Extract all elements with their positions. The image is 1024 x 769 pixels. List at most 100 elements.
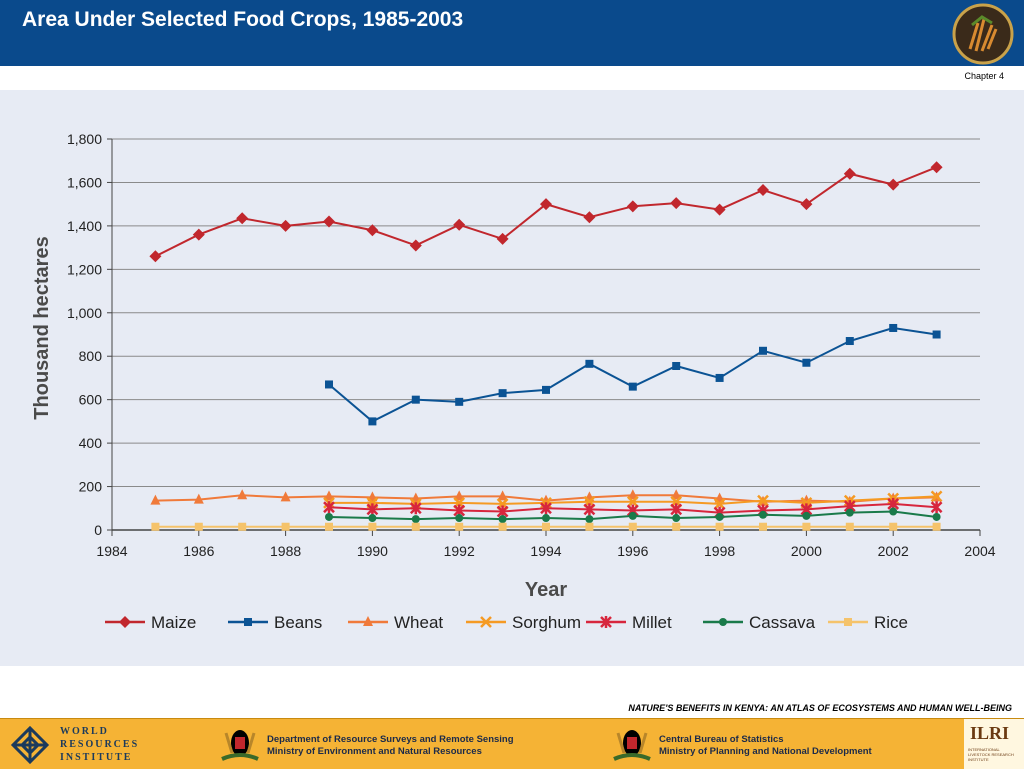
data-point xyxy=(455,397,464,406)
y-tick-label: 1,400 xyxy=(67,218,102,234)
data-point xyxy=(759,346,767,355)
data-point xyxy=(930,161,943,174)
y-tick-label: 0 xyxy=(94,522,102,538)
legend-marker xyxy=(480,616,492,628)
data-point xyxy=(713,203,726,216)
series-line xyxy=(154,166,937,258)
chart-grid xyxy=(112,138,980,531)
x-tick-label: 1990 xyxy=(357,543,388,559)
chart-axes: 0 200 400 600 800 1,000 1,200 1,400 1,600 1,800 19… xyxy=(67,131,996,559)
data-point xyxy=(628,511,637,520)
x-tick-label: 1988 xyxy=(270,543,301,559)
data-point xyxy=(672,514,681,523)
data-point xyxy=(583,503,596,516)
data-point xyxy=(889,507,898,516)
data-point xyxy=(930,490,943,503)
data-point xyxy=(845,508,854,517)
wri-name: WORLD RESOURCES INSTITUTE xyxy=(60,726,140,763)
data-point xyxy=(237,489,248,500)
series-maize xyxy=(149,161,943,263)
chart-series xyxy=(149,161,943,531)
data-point xyxy=(715,522,724,531)
org1-text: Department of Resource Surveys and Remot… xyxy=(267,734,514,757)
data-point xyxy=(455,514,464,523)
data-point xyxy=(411,515,420,524)
data-point xyxy=(715,512,724,521)
data-point xyxy=(802,511,811,520)
data-point xyxy=(366,224,379,237)
data-point xyxy=(672,361,681,370)
legend-item-millet: Millet xyxy=(586,613,672,632)
data-point xyxy=(585,522,594,531)
data-point xyxy=(236,212,249,225)
data-point xyxy=(368,514,377,523)
legend-label: Beans xyxy=(274,613,322,632)
legend-item-rice: Rice xyxy=(828,613,908,632)
data-point xyxy=(540,502,552,515)
data-point xyxy=(411,522,420,531)
series-cassava xyxy=(325,507,941,524)
data-point xyxy=(670,503,683,516)
data-point xyxy=(149,250,162,263)
data-point xyxy=(889,522,898,531)
data-point xyxy=(757,184,769,197)
data-point xyxy=(150,494,161,505)
data-point xyxy=(325,380,333,389)
x-tick-label: 1994 xyxy=(530,543,561,559)
x-tick-label: 2002 xyxy=(878,543,909,559)
y-axis-label: Thousand hectares xyxy=(31,236,53,419)
data-point xyxy=(325,512,333,521)
chart-legend: Maize Beans Wheat Sorghum Millet Cassava Rice xyxy=(105,613,908,632)
data-point xyxy=(757,494,769,507)
y-tick-label: 1,600 xyxy=(67,174,102,190)
data-point xyxy=(800,198,813,211)
x-tick-label: 1986 xyxy=(183,543,214,559)
x-tick-label: 1998 xyxy=(704,543,735,559)
legend-marker xyxy=(119,616,131,628)
footer-bar: WORLD RESOURCES INSTITUTE Department of Re… xyxy=(0,718,1024,769)
data-point xyxy=(542,385,550,394)
data-point xyxy=(409,502,422,515)
data-point xyxy=(628,522,637,531)
y-tick-label: 1,000 xyxy=(67,305,102,321)
atlas-caption: NATURE'S BENEFITS IN KENYA: AN ATLAS OF … xyxy=(628,703,1012,713)
ilri-logo: ILRI INTERNATIONAL LIVESTOCK RESEARCH IN… xyxy=(964,719,1024,769)
line-chart: 0 200 400 600 800 1,000 1,200 1,400 1,600 1,800 19… xyxy=(31,131,996,632)
data-point xyxy=(409,239,422,252)
x-tick-label: 1984 xyxy=(96,543,127,559)
x-tick-label: 2000 xyxy=(791,543,822,559)
x-tick-label: 2004 xyxy=(964,543,995,559)
legend-item-sorghum: Sorghum xyxy=(466,613,581,632)
x-axis-label: Year xyxy=(525,579,567,601)
x-tick-label: 1992 xyxy=(444,543,475,559)
wri-logo: WORLD RESOURCES INSTITUTE xyxy=(0,719,200,769)
data-point xyxy=(845,522,854,531)
series-beans xyxy=(325,323,941,426)
data-point xyxy=(843,167,856,180)
legend-marker xyxy=(600,616,612,628)
legend-label: Wheat xyxy=(394,613,443,632)
data-point xyxy=(583,211,596,224)
page-title: Area Under Selected Food Crops, 1985-200… xyxy=(22,8,464,31)
data-point xyxy=(671,489,682,500)
data-point xyxy=(932,512,941,521)
data-point xyxy=(455,522,464,531)
data-point xyxy=(323,215,335,228)
y-tick-label: 800 xyxy=(79,348,103,364)
legend-item-wheat: Wheat xyxy=(348,613,443,632)
chapter-label: Chapter 4 xyxy=(964,71,1004,81)
legend-label: Rice xyxy=(874,613,908,632)
legend-marker xyxy=(244,618,252,626)
data-point xyxy=(411,395,420,404)
header-bar: Area Under Selected Food Crops, 1985-200… xyxy=(0,0,1024,66)
kenya-coat-of-arms-icon xyxy=(221,730,259,761)
chart-background xyxy=(0,90,1024,666)
data-point xyxy=(585,515,594,524)
chapter-logo-icon xyxy=(952,3,1014,65)
data-point xyxy=(496,232,509,245)
data-point xyxy=(542,522,550,531)
x-tick-label: 1996 xyxy=(617,543,648,559)
data-point xyxy=(887,178,900,191)
data-point xyxy=(713,498,726,510)
data-point xyxy=(368,417,377,426)
